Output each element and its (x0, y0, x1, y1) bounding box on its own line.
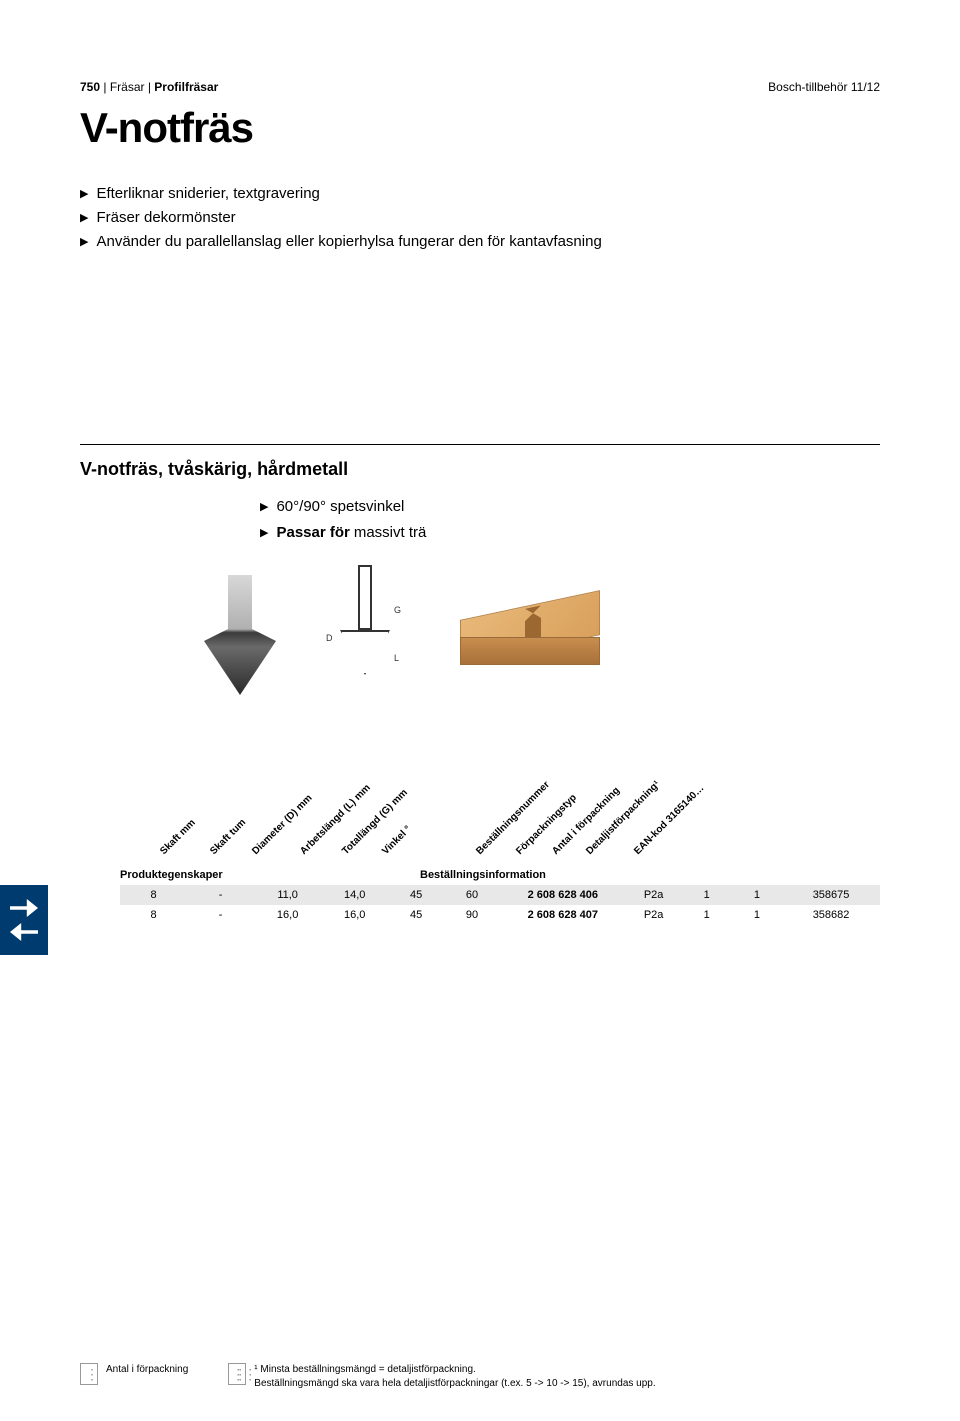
diagonal-column-headers: Skaft mmSkaft tumDiameter (D) mmArbetslä… (120, 775, 880, 865)
footer-legend-2: ¹ Minsta beställningsmängd = detaljistfö… (228, 1363, 655, 1391)
column-header: Vinkel ° (380, 824, 413, 857)
divider (80, 444, 880, 445)
bullet-item: Använder du parallellanslag eller kopier… (80, 230, 880, 254)
column-header: Arbetslängd (L) mm (298, 782, 373, 857)
sub-bullet-list: 60°/90° spetsvinkel Passar förmassivt tr… (260, 494, 880, 545)
page-number: 750 (80, 80, 100, 94)
breadcrumb-subcategory: Profilfräsar (154, 80, 218, 94)
router-bit-photo (200, 575, 280, 695)
specs-table: 8-11,014,045602 608 628 406P2a113586758-… (120, 885, 880, 925)
product-images-row: D G L (200, 565, 880, 705)
column-header: Skaft mm (158, 817, 198, 857)
category-right: Beställningsinformation (420, 869, 880, 881)
pack-icon-double (228, 1363, 246, 1385)
breadcrumb: 750 | Fräsar | Profilfräsar (80, 80, 218, 94)
bullet-item: Passar förmassivt trä (260, 520, 880, 546)
diagram-label-l: L (394, 653, 399, 663)
footer-text-2: ¹ Minsta beställningsmängd = detaljistfö… (254, 1363, 655, 1391)
pack-icon (80, 1363, 98, 1385)
page-footer: Antal i förpackning ¹ Minsta beställning… (80, 1363, 880, 1391)
bullet-item: 60°/90° spetsvinkel (260, 494, 880, 520)
bullet-item: Efterliknar sniderier, textgravering (80, 182, 880, 206)
table-category-row: Produktegenskaper Beställningsinformatio… (80, 865, 880, 885)
side-category-tab (0, 885, 48, 955)
breadcrumb-category: Fräsar (110, 80, 145, 94)
column-header: Beställningsnummer (474, 779, 552, 857)
page-header: 750 | Fräsar | Profilfräsar Bosch-tillbe… (80, 80, 880, 94)
column-header: Skaft tum (208, 817, 248, 857)
section-title: V-notfräs, tvåskärig, hårdmetall (80, 459, 880, 480)
router-icon (10, 899, 38, 917)
bullet-item: Fräser dekormönster (80, 206, 880, 230)
diagram-label-d: D (326, 633, 333, 643)
brand-line: Bosch-tillbehör 11/12 (768, 80, 880, 94)
product-table: Skaft mmSkaft tumDiameter (D) mmArbetslä… (80, 775, 880, 925)
category-left: Produktegenskaper (120, 869, 420, 881)
router-icon (10, 923, 38, 941)
footer-legend-1: Antal i förpackning (80, 1363, 188, 1385)
diagram-label-g: G (394, 605, 401, 615)
table-row: 8-16,016,045902 608 628 407P2a11358682 (120, 905, 880, 925)
dimension-diagram: D G L (320, 565, 410, 705)
footer-text-1: Antal i förpackning (106, 1363, 188, 1377)
wood-sample-image (450, 595, 610, 675)
table-row: 8-11,014,045602 608 628 406P2a11358675 (120, 885, 880, 905)
main-bullet-list: Efterliknar sniderier, textgravering Frä… (80, 182, 880, 254)
page-title: V-notfräs (80, 104, 880, 152)
